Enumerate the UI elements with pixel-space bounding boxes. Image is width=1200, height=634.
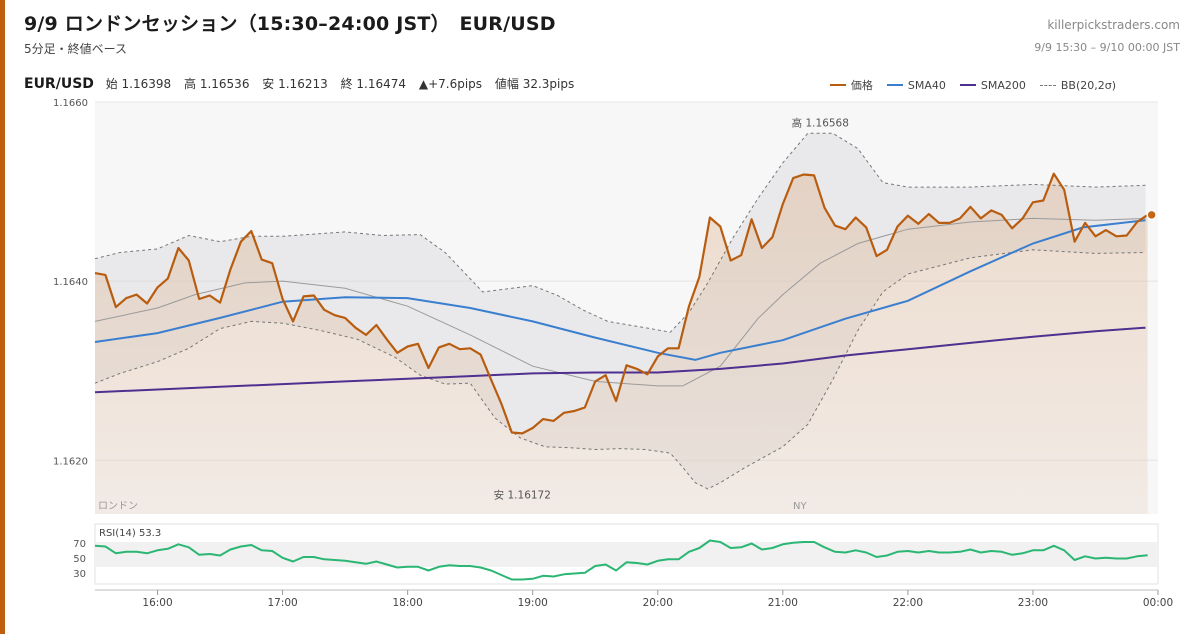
y-tick-label: 1.1620	[53, 456, 88, 467]
rsi-label: RSI(14) 53.3	[99, 528, 161, 539]
x-tick-label: 21:00	[768, 597, 798, 609]
x-tick-label: 18:00	[393, 597, 423, 609]
price-line	[94, 172, 1149, 435]
x-tick-label: 19:00	[518, 597, 548, 609]
legend-item-price[interactable]: 価格	[829, 77, 873, 93]
legend-swatch-sma200	[959, 84, 976, 86]
session-label-ny: NY	[793, 501, 807, 512]
sma200-line	[94, 326, 1146, 394]
rsi-tick-label: 70	[73, 539, 86, 550]
bollinger-lower-line	[94, 249, 1146, 490]
legend-label-sma40: SMA40	[907, 78, 946, 92]
legend-swatch-bb	[1039, 84, 1056, 86]
period-range: 9/9 15:30 – 9/10 00:00 JST	[1034, 41, 1180, 54]
time-axis-ticks: 16:00 17:00 18:00 19:00 20:00 21:00 22:00 23:00…	[142, 590, 1173, 609]
rsi-tick-label: 30	[73, 569, 86, 580]
bollinger-mid-line	[94, 217, 1146, 387]
rsi-tick-label: 50	[73, 554, 86, 565]
legend-swatch-sma40	[886, 84, 903, 86]
site-name: killerpickstraders.com	[1047, 18, 1180, 32]
last-price-dot[interactable]	[1146, 209, 1157, 221]
x-tick-label: 17:00	[267, 597, 297, 609]
price-axis-ticks: 1.1620 1.1640 1.1660	[53, 98, 88, 467]
stat-close: 終 1.16474	[340, 77, 407, 91]
accent-bar	[0, 0, 5, 634]
x-tick-label: 23:00	[1018, 597, 1048, 609]
y-tick-label: 1.1640	[53, 277, 88, 288]
page-subtitle: 5分足・終値ベース	[24, 42, 128, 56]
stat-change: ▲+7.6pips	[418, 77, 483, 91]
legend-item-sma40[interactable]: SMA40	[886, 78, 946, 92]
stats-bar: EUR/USD 始 1.16398 高 1.16536 安 1.16213 終 …	[24, 75, 583, 92]
stat-range: 値幅 32.3pips	[494, 77, 575, 91]
stat-high: 高 1.16536	[184, 77, 250, 91]
legend-label-bb: BB(20,2σ)	[1060, 78, 1116, 92]
sma40-line	[94, 219, 1146, 361]
bollinger-upper-line	[94, 132, 1146, 333]
x-tick-label: 20:00	[643, 597, 673, 609]
low-annotation: 安 1.16172	[494, 488, 551, 501]
x-tick-label: 16:00	[142, 597, 172, 609]
page-title: 9/9 ロンドンセッション（15:30–24:00 JST） EUR/USD	[24, 13, 556, 35]
legend-label-price: 価格	[850, 79, 873, 92]
legend-swatch-price	[829, 84, 846, 86]
rsi-axis-ticks: 70 50 30	[73, 539, 86, 580]
stat-low: 安 1.16213	[262, 77, 328, 91]
y-tick-label: 1.1660	[53, 98, 88, 109]
legend-label-sma200: SMA200	[980, 78, 1026, 92]
legend-item-sma200[interactable]: SMA200	[959, 78, 1026, 92]
session-label-london: ロンドン	[98, 501, 138, 512]
bollinger-band-fill	[95, 133, 1146, 489]
x-tick-label: 22:00	[893, 597, 923, 609]
high-annotation: 高 1.16568	[792, 116, 849, 129]
x-tick-label: 00:00	[1143, 597, 1173, 609]
rsi-line	[94, 539, 1148, 581]
symbol-label: EUR/USD	[24, 76, 94, 92]
legend-item-bb[interactable]: BB(20,2σ)	[1039, 78, 1116, 92]
stat-open: 始 1.16398	[105, 77, 172, 91]
price-area-fill	[95, 173, 1148, 514]
chart-legend: 価格 SMA40 SMA200 BB(20,2σ)	[816, 77, 1116, 93]
